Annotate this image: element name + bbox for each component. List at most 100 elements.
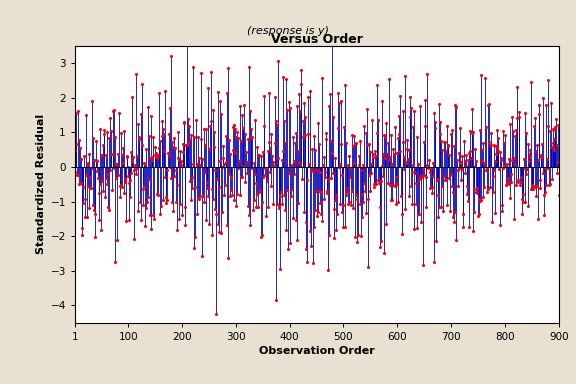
Point: [107, 151, 116, 157]
Point: [545, 181, 554, 187]
Point: [510, 161, 520, 167]
Point: [250, 117, 259, 123]
Point: [530, 184, 540, 190]
Point: [82, 214, 92, 220]
Point: [77, 156, 86, 162]
Point: [294, 91, 304, 97]
Point: [75, 145, 84, 151]
Point: [93, 168, 102, 174]
Point: [315, 200, 324, 206]
Point: [503, 175, 513, 181]
Point: [519, 165, 528, 171]
Point: [244, 203, 253, 209]
Point: [495, 222, 504, 228]
Point: [505, 180, 514, 187]
Point: [550, 127, 559, 133]
Point: [305, 88, 314, 94]
Point: [187, 174, 196, 180]
Point: [104, 204, 113, 210]
Point: [534, 111, 543, 117]
Point: [126, 194, 135, 200]
Point: [406, 114, 415, 120]
Point: [523, 141, 532, 147]
Point: [302, 219, 311, 225]
Point: [380, 155, 389, 161]
Point: [415, 103, 425, 109]
Point: [538, 94, 547, 101]
Point: [429, 110, 438, 116]
Point: [408, 162, 418, 168]
Point: [227, 187, 236, 193]
Point: [114, 151, 123, 157]
Point: [399, 139, 408, 146]
Point: [148, 154, 157, 160]
Point: [94, 190, 104, 196]
Point: [200, 142, 210, 148]
Point: [487, 142, 496, 149]
Point: [441, 139, 450, 145]
Point: [128, 154, 138, 161]
Point: [553, 159, 562, 165]
Point: [240, 131, 249, 137]
Point: [319, 162, 328, 169]
Point: [532, 148, 541, 154]
Point: [405, 94, 414, 100]
Point: [153, 152, 162, 159]
Point: [380, 250, 389, 256]
Point: [336, 202, 345, 208]
Point: [379, 132, 388, 138]
Point: [135, 199, 145, 205]
Point: [112, 175, 121, 181]
Point: [160, 131, 169, 137]
Point: [501, 163, 510, 169]
Point: [480, 160, 489, 166]
Point: [202, 217, 211, 223]
Point: [350, 132, 359, 139]
Point: [546, 141, 555, 147]
Point: [460, 158, 469, 164]
Point: [151, 151, 161, 157]
Point: [233, 129, 242, 135]
Point: [395, 148, 404, 154]
Point: [74, 180, 84, 187]
Point: [398, 108, 407, 114]
Point: [367, 117, 377, 123]
Point: [176, 201, 185, 207]
Point: [291, 217, 301, 223]
Point: [120, 176, 130, 182]
Point: [310, 147, 320, 153]
Point: [444, 143, 453, 149]
Point: [444, 142, 453, 148]
Point: [165, 164, 174, 170]
Point: [492, 143, 501, 149]
Point: [548, 144, 558, 150]
Point: [530, 115, 539, 121]
Point: [254, 152, 263, 158]
Point: [279, 74, 288, 80]
Point: [137, 217, 146, 223]
Point: [468, 228, 478, 235]
Point: [394, 131, 403, 137]
Point: [73, 172, 82, 178]
Point: [131, 162, 140, 168]
Point: [210, 129, 219, 135]
Point: [179, 118, 188, 124]
Point: [365, 149, 374, 155]
Point: [222, 133, 231, 139]
Point: [332, 192, 341, 199]
Point: [138, 202, 147, 208]
Point: [146, 155, 155, 161]
Point: [456, 159, 465, 165]
Point: [537, 152, 546, 159]
Point: [186, 131, 195, 137]
Point: [338, 172, 347, 178]
Point: [283, 187, 292, 193]
Point: [241, 149, 251, 155]
Point: [185, 136, 194, 142]
Point: [532, 183, 541, 189]
Point: [310, 133, 319, 139]
Point: [472, 157, 481, 164]
Point: [71, 169, 80, 175]
Point: [353, 239, 362, 245]
Point: [279, 192, 289, 198]
